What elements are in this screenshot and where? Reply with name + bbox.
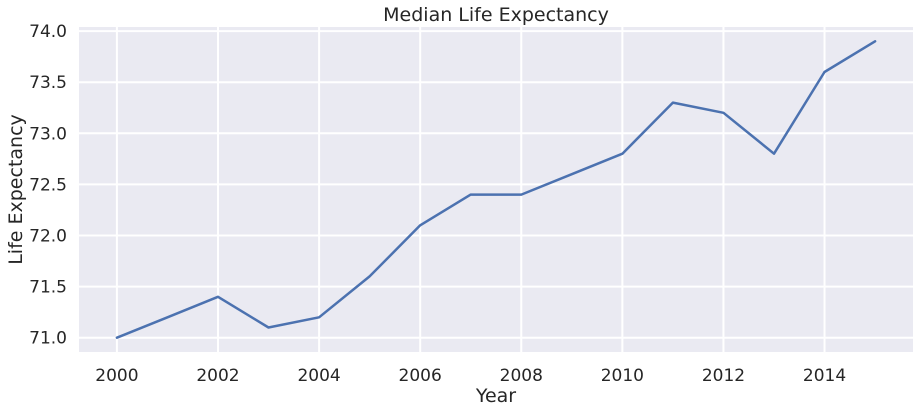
y-axis-label: Life Expectancy	[5, 114, 27, 265]
x-grid	[115, 27, 826, 352]
series-line	[115, 40, 877, 339]
y-tick-label: 73.5	[29, 73, 67, 93]
y-tick-label: 72.0	[29, 226, 67, 246]
x-tick-label: 2008	[500, 366, 543, 386]
x-tick-labels: 2000 2002 2004 2006 2008 2010 2012 2014	[95, 366, 846, 386]
y-tick-labels: 71.0 71.5 72.0 72.5 73.0 73.5 74.0	[29, 22, 67, 349]
chart-title: Median Life Expectancy	[383, 4, 609, 26]
series-group	[115, 40, 877, 339]
y-tick-label: 73.0	[29, 124, 67, 144]
x-tick-label: 2014	[803, 366, 846, 386]
y-tick-label: 71.0	[29, 329, 67, 349]
x-tick-label: 2012	[702, 366, 745, 386]
y-tick-label: 71.5	[29, 278, 67, 298]
x-tick-label: 2010	[601, 366, 644, 386]
x-tick-label: 2006	[399, 366, 442, 386]
x-tick-label: 2000	[95, 366, 138, 386]
x-tick-label: 2002	[196, 366, 239, 386]
y-grid	[79, 30, 913, 339]
x-axis-label: Year	[475, 385, 516, 407]
y-tick-label: 74.0	[29, 22, 67, 42]
y-tick-label: 72.5	[29, 175, 67, 195]
x-tick-label: 2004	[297, 366, 340, 386]
